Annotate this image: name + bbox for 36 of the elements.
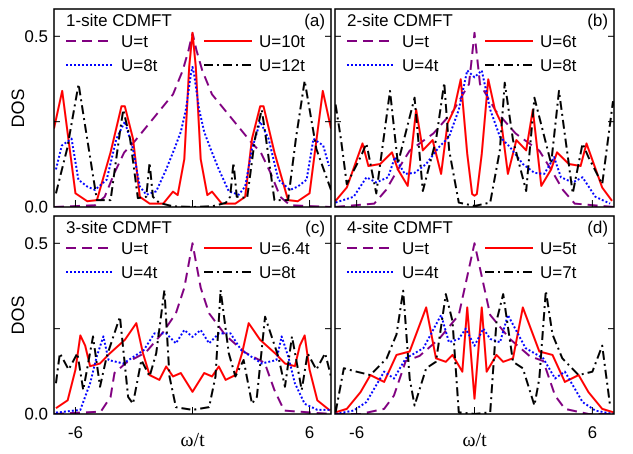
legend-label: U=8t xyxy=(259,263,296,282)
legend-label: U=t xyxy=(121,239,148,258)
y-tick-label: 0.5 xyxy=(24,26,48,46)
legend-label: U=10t xyxy=(259,32,306,51)
x-axis-title: ω/t xyxy=(180,429,206,451)
x-tick-label: 6 xyxy=(588,423,598,442)
legend-label: U=6t xyxy=(540,32,577,51)
chart-title: 4-site CDMFT xyxy=(347,218,453,237)
x-tick-label: -6 xyxy=(68,423,84,442)
legend-label: U=12t xyxy=(259,56,306,75)
chart-title: 3-site CDMFT xyxy=(66,218,172,237)
legend-label: U=6.4t xyxy=(259,239,310,258)
chart-title: 2-site CDMFT xyxy=(347,11,453,30)
legend-label: U=4t xyxy=(402,263,439,282)
x-tick-label: 6 xyxy=(304,423,314,442)
y-tick-label: 0.0 xyxy=(24,404,48,424)
annotation: (a) xyxy=(304,11,325,30)
legend-label: U=t xyxy=(121,32,148,51)
legend-label: U=8t xyxy=(121,56,158,75)
y-tick-label: 0.0 xyxy=(24,197,48,216)
chart-title: 1-site CDMFT xyxy=(66,11,172,30)
y-tick-label: 0.5 xyxy=(24,234,48,253)
x-tick-label: -6 xyxy=(349,423,364,442)
legend-label: U=t xyxy=(402,32,430,51)
legend-label: U=7t xyxy=(540,263,577,282)
y-axis-title: DOS xyxy=(8,88,28,128)
legend-label: U=5t xyxy=(540,239,577,258)
x-axis-title: ω/t xyxy=(462,429,488,451)
legend-label: U=4t xyxy=(121,263,158,282)
annotation: (c) xyxy=(305,218,325,237)
legend-label: U=8t xyxy=(540,56,577,75)
legend-label: U=4t xyxy=(402,56,439,75)
annotation: (b) xyxy=(587,11,608,30)
annotation: (d) xyxy=(587,218,608,237)
y-axis-title: DOS xyxy=(8,295,28,335)
legend-label: U=t xyxy=(402,239,430,258)
